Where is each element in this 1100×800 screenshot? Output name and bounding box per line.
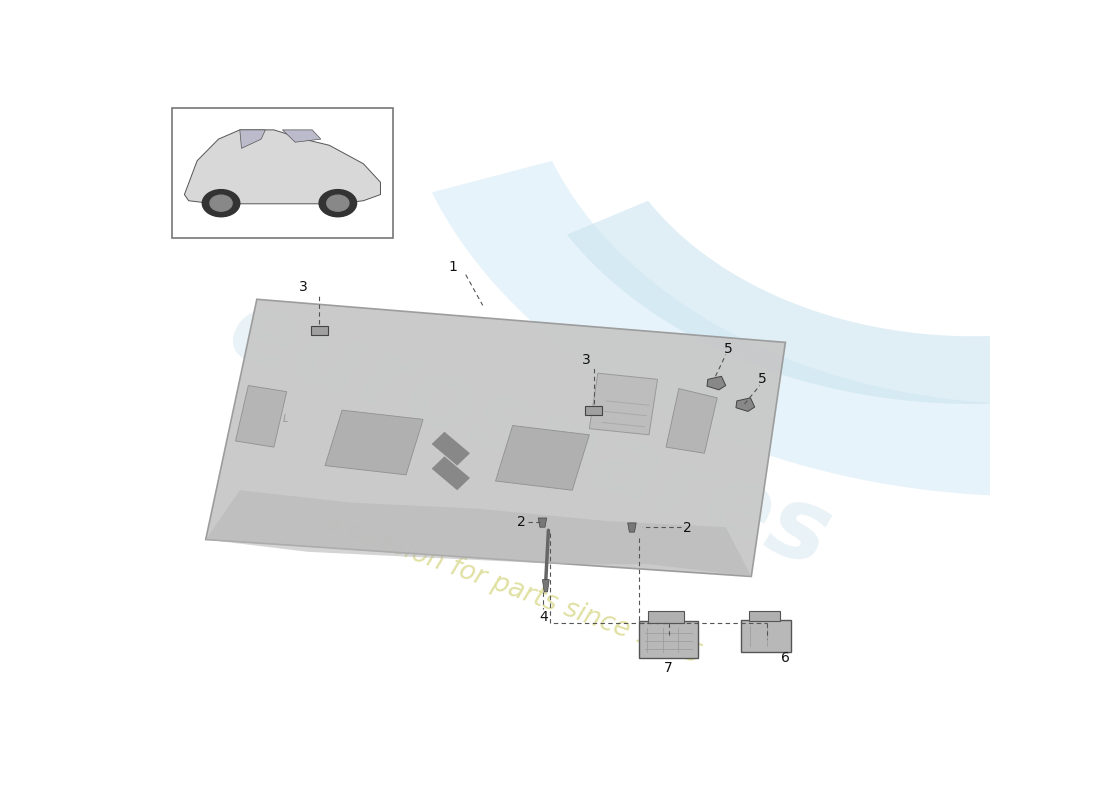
Circle shape bbox=[210, 195, 232, 211]
Polygon shape bbox=[240, 130, 265, 148]
Polygon shape bbox=[666, 389, 717, 454]
Circle shape bbox=[327, 195, 349, 211]
Polygon shape bbox=[431, 432, 470, 466]
FancyBboxPatch shape bbox=[172, 108, 394, 238]
FancyBboxPatch shape bbox=[310, 326, 328, 334]
PathPatch shape bbox=[566, 201, 1100, 404]
Text: 5: 5 bbox=[758, 372, 767, 386]
Text: 3: 3 bbox=[299, 280, 308, 294]
Polygon shape bbox=[235, 386, 287, 447]
Text: 2: 2 bbox=[517, 515, 526, 530]
Text: 6: 6 bbox=[781, 650, 790, 665]
Polygon shape bbox=[542, 579, 549, 592]
PathPatch shape bbox=[432, 161, 1100, 496]
Polygon shape bbox=[283, 130, 321, 142]
Circle shape bbox=[202, 190, 240, 217]
Polygon shape bbox=[707, 376, 726, 390]
FancyBboxPatch shape bbox=[741, 619, 791, 652]
Polygon shape bbox=[538, 518, 547, 527]
Circle shape bbox=[319, 190, 356, 217]
Text: 2: 2 bbox=[683, 522, 692, 535]
Text: 3: 3 bbox=[582, 353, 591, 366]
FancyBboxPatch shape bbox=[648, 611, 684, 623]
Text: a passion for parts since 1985: a passion for parts since 1985 bbox=[321, 509, 704, 669]
Polygon shape bbox=[431, 456, 470, 490]
Text: 1: 1 bbox=[449, 260, 458, 274]
Polygon shape bbox=[185, 130, 381, 204]
Polygon shape bbox=[736, 398, 755, 411]
Text: 7: 7 bbox=[664, 661, 673, 674]
FancyBboxPatch shape bbox=[585, 406, 602, 414]
Text: 5: 5 bbox=[724, 342, 733, 355]
Polygon shape bbox=[495, 426, 590, 490]
Polygon shape bbox=[326, 410, 424, 475]
FancyBboxPatch shape bbox=[639, 622, 697, 658]
Polygon shape bbox=[628, 523, 636, 532]
FancyBboxPatch shape bbox=[749, 611, 780, 622]
Polygon shape bbox=[590, 373, 658, 435]
Polygon shape bbox=[206, 490, 751, 577]
Text: L: L bbox=[283, 414, 288, 425]
Polygon shape bbox=[206, 299, 785, 577]
Text: 4: 4 bbox=[539, 610, 548, 623]
Text: eurospares: eurospares bbox=[216, 281, 844, 589]
